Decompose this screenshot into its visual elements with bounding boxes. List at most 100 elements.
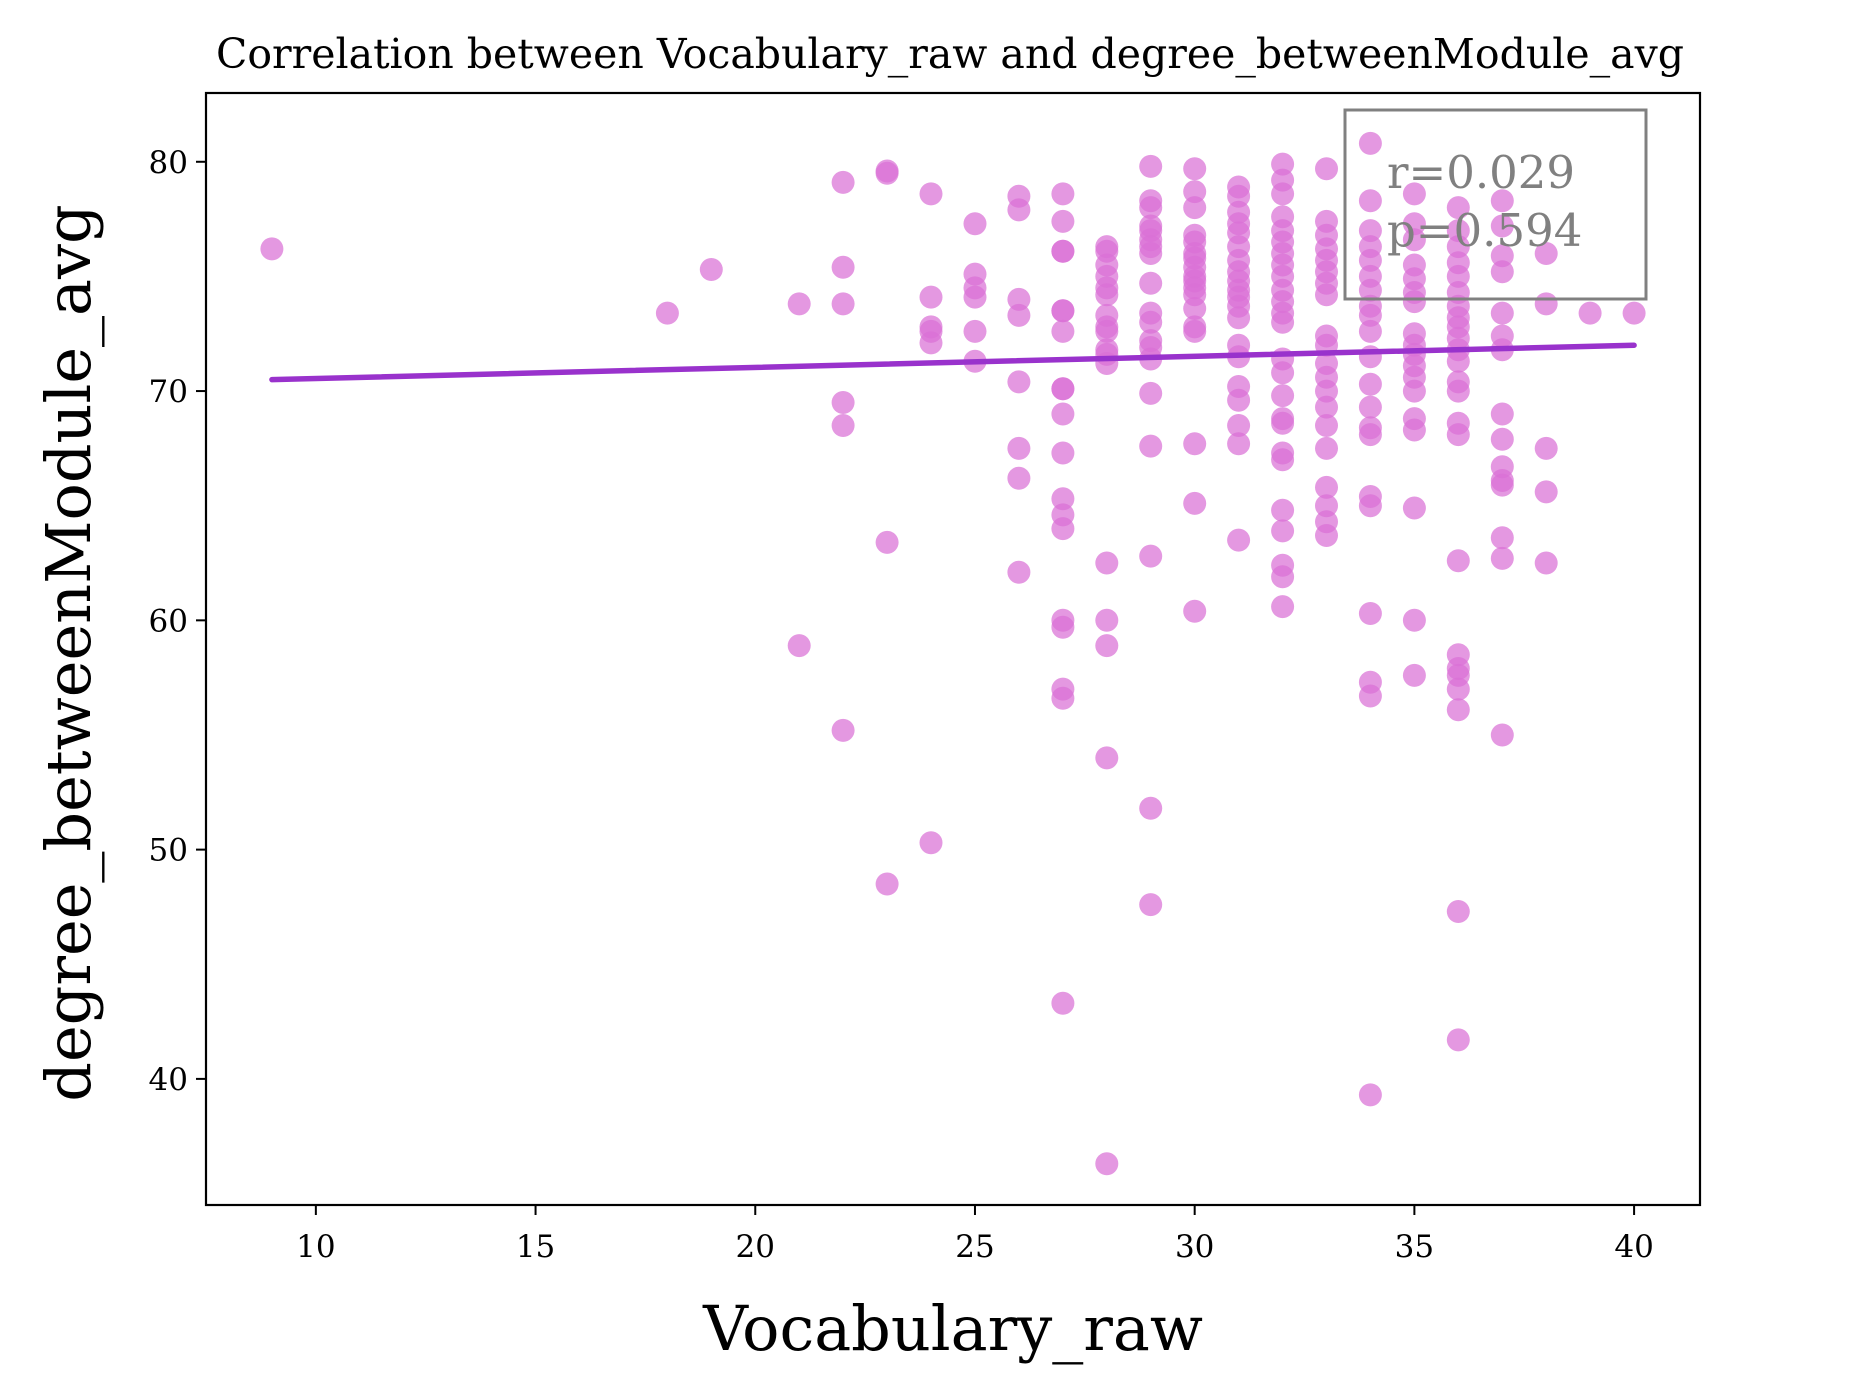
data-point [1051, 239, 1075, 263]
data-point [1183, 180, 1207, 204]
data-point [1051, 517, 1075, 541]
data-point [1271, 384, 1295, 408]
stats-p-value: p=0.594 [1387, 204, 1582, 257]
data-point [1271, 310, 1295, 334]
x-axis-ticks: 10 15 20 25 30 35 40 [296, 1205, 1654, 1265]
data-point [1402, 418, 1426, 442]
data-point [1271, 498, 1295, 522]
data-point [1358, 494, 1382, 518]
points-layer [260, 131, 1646, 1176]
data-point [1227, 388, 1251, 412]
y-axis-label: degree_betweenModule_avg [32, 204, 105, 1101]
stats-r-value: r=0.029 [1387, 146, 1575, 199]
data-point [1271, 361, 1295, 385]
data-point [1139, 242, 1163, 265]
data-point [1271, 152, 1295, 176]
data-point [1095, 746, 1119, 770]
data-point [875, 161, 899, 185]
data-point [1358, 345, 1382, 369]
data-point [1139, 271, 1163, 295]
regression-line [269, 342, 1637, 383]
x-tick-label: 40 [1614, 1229, 1653, 1265]
data-point [1007, 560, 1031, 584]
data-point [1358, 219, 1382, 243]
data-point [963, 212, 987, 236]
data-point [1358, 1083, 1382, 1107]
x-tick-label: 30 [1175, 1229, 1214, 1265]
data-point [1490, 214, 1514, 238]
data-point [1051, 686, 1075, 710]
data-point [1095, 551, 1119, 575]
data-point [1051, 319, 1075, 343]
data-point [1622, 301, 1646, 325]
data-point [1402, 663, 1426, 687]
data-point [919, 331, 943, 355]
data-point [1227, 306, 1251, 330]
data-point [919, 285, 943, 309]
data-point [1402, 496, 1426, 520]
data-point [1227, 184, 1251, 208]
data-point [1315, 475, 1338, 499]
data-point [1402, 379, 1426, 403]
data-point [1534, 292, 1558, 316]
data-point [1490, 301, 1514, 325]
data-point [1007, 303, 1031, 327]
data-point [1139, 310, 1163, 334]
data-point [1315, 524, 1338, 547]
data-point [1446, 677, 1470, 701]
data-point [1183, 599, 1207, 623]
data-point [1051, 487, 1075, 511]
data-point [919, 831, 943, 855]
data-point [1183, 491, 1207, 515]
data-point [1095, 319, 1119, 343]
data-point [1271, 448, 1295, 472]
data-point [1490, 189, 1514, 213]
data-point [1534, 242, 1558, 265]
data-point [1358, 395, 1382, 419]
y-tick-label: 40 [149, 1062, 188, 1098]
data-point [1490, 723, 1514, 747]
data-point [1490, 546, 1514, 570]
data-point [1534, 436, 1558, 460]
data-point [1358, 278, 1382, 302]
data-point [1139, 381, 1163, 405]
data-point [1227, 528, 1251, 552]
data-point [1007, 287, 1031, 311]
data-point [1139, 796, 1163, 820]
data-point [1139, 154, 1163, 178]
data-point [1139, 196, 1163, 220]
data-point [875, 872, 899, 896]
data-point [1271, 595, 1295, 619]
data-point [1490, 526, 1514, 550]
data-point [1446, 264, 1470, 288]
data-point [787, 292, 811, 316]
data-point [1490, 244, 1514, 268]
data-point [1271, 182, 1295, 206]
data-point [1051, 441, 1075, 465]
chart-title: Correlation between Vocabulary_raw and d… [216, 30, 1684, 78]
data-point [1095, 283, 1119, 307]
data-point [1315, 157, 1338, 181]
data-point [787, 634, 811, 658]
data-point [1402, 212, 1426, 236]
data-point [1446, 219, 1470, 243]
y-axis-ticks: 40 50 60 70 80 [149, 145, 206, 1098]
data-point [831, 718, 855, 742]
data-point [699, 258, 723, 281]
data-point [1358, 319, 1382, 343]
data-point [1007, 370, 1031, 394]
data-point [1358, 602, 1382, 625]
x-tick-label: 35 [1395, 1229, 1434, 1265]
data-point [1315, 283, 1338, 307]
data-point [1446, 549, 1470, 573]
data-point [1490, 473, 1514, 497]
data-point [1051, 377, 1075, 401]
data-point [1490, 427, 1514, 451]
plot-frame [204, 91, 1702, 1207]
data-point [1315, 395, 1338, 419]
data-point [1051, 991, 1075, 1015]
stats-box-frame [1343, 108, 1648, 301]
data-point [1227, 432, 1251, 456]
data-point [1183, 196, 1207, 220]
